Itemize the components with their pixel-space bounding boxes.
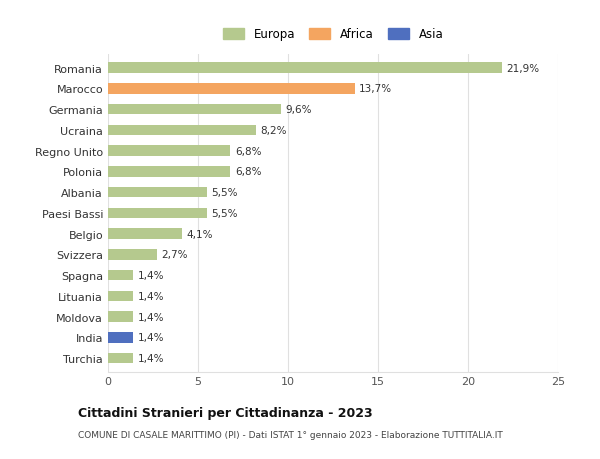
Bar <box>108 229 182 239</box>
Bar <box>108 353 133 364</box>
Text: COMUNE DI CASALE MARITTIMO (PI) - Dati ISTAT 1° gennaio 2023 - Elaborazione TUTT: COMUNE DI CASALE MARITTIMO (PI) - Dati I… <box>78 430 503 439</box>
Bar <box>108 291 133 302</box>
Bar <box>108 84 355 95</box>
Bar <box>108 312 133 322</box>
Legend: Europa, Africa, Asia: Europa, Africa, Asia <box>218 23 448 46</box>
Text: 1,4%: 1,4% <box>138 270 164 280</box>
Text: 4,1%: 4,1% <box>187 229 213 239</box>
Text: 1,4%: 1,4% <box>138 291 164 301</box>
Text: 13,7%: 13,7% <box>359 84 392 94</box>
Bar <box>108 188 207 198</box>
Bar <box>108 250 157 260</box>
Bar <box>108 125 256 136</box>
Bar <box>108 63 502 74</box>
Text: 1,4%: 1,4% <box>138 353 164 364</box>
Text: 1,4%: 1,4% <box>138 312 164 322</box>
Text: 2,7%: 2,7% <box>161 250 188 260</box>
Bar <box>108 146 230 157</box>
Text: 5,5%: 5,5% <box>212 208 238 218</box>
Text: Cittadini Stranieri per Cittadinanza - 2023: Cittadini Stranieri per Cittadinanza - 2… <box>78 406 373 419</box>
Text: 6,8%: 6,8% <box>235 167 262 177</box>
Bar <box>108 208 207 218</box>
Text: 1,4%: 1,4% <box>138 333 164 342</box>
Text: 9,6%: 9,6% <box>286 105 312 115</box>
Text: 8,2%: 8,2% <box>260 126 287 135</box>
Bar <box>108 270 133 281</box>
Bar <box>108 105 281 115</box>
Bar <box>108 332 133 343</box>
Text: 21,9%: 21,9% <box>506 63 540 73</box>
Text: 6,8%: 6,8% <box>235 146 262 157</box>
Bar <box>108 167 230 177</box>
Text: 5,5%: 5,5% <box>212 188 238 198</box>
